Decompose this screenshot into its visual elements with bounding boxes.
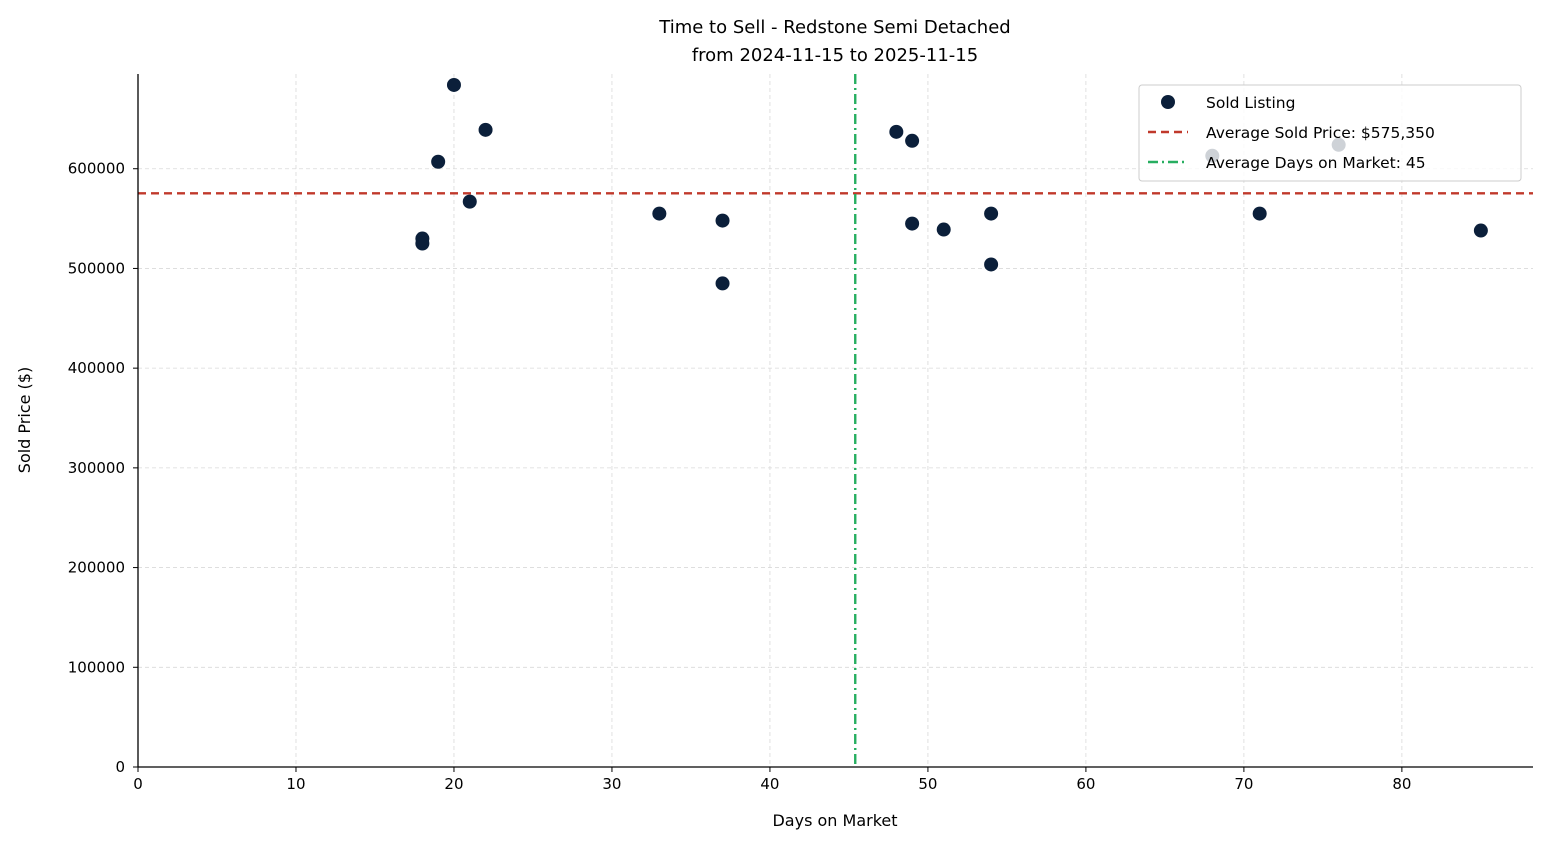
- data-point: [415, 236, 430, 251]
- x-tick-label: 20: [444, 775, 463, 793]
- axes: [137, 74, 1533, 768]
- legend: Sold Listing Average Sold Price: $575,35…: [1138, 84, 1522, 182]
- y-tick-label: 0: [115, 758, 125, 776]
- data-point: [462, 194, 477, 209]
- x-tick-label: 80: [1392, 775, 1411, 793]
- x-tick-label: 0: [133, 775, 143, 793]
- y-tick-label: 200000: [68, 559, 125, 577]
- data-point: [478, 122, 493, 137]
- x-axis-label: Days on Market: [772, 811, 897, 830]
- x-tick-label: 50: [918, 775, 937, 793]
- y-tick-label: 300000: [68, 459, 125, 477]
- data-point: [431, 154, 446, 169]
- data-point: [936, 222, 951, 237]
- y-tick-label: 100000: [68, 658, 125, 676]
- data-point: [984, 257, 999, 272]
- y-tick-label: 400000: [68, 359, 125, 377]
- y-axis-label: Sold Price ($): [15, 367, 34, 473]
- data-point: [984, 206, 999, 221]
- y-tick-label: 500000: [68, 259, 125, 277]
- x-tick-label: 60: [1076, 775, 1095, 793]
- data-point: [889, 124, 904, 139]
- data-point: [905, 216, 920, 231]
- chart-title: Time to Sell - Redstone Semi Detached: [658, 17, 1010, 38]
- tick-labels: 0 10 20 30 40 50 60 70 80 0 100000 200000 300000 4000…: [68, 160, 1412, 793]
- y-tick-label: 600000: [68, 160, 125, 178]
- x-tick-label: 30: [602, 775, 621, 793]
- data-point: [1473, 223, 1488, 238]
- data-point: [715, 213, 730, 228]
- legend-box: [1138, 84, 1522, 182]
- legend-marker-sold-listing: [1161, 95, 1175, 109]
- reference-lines: [138, 74, 1533, 767]
- data-point: [715, 276, 730, 291]
- legend-label-avg-days: Average Days on Market: 45: [1206, 154, 1426, 172]
- chart-subtitle: from 2024-11-15 to 2025-11-15: [692, 45, 978, 66]
- x-tick-label: 70: [1234, 775, 1253, 793]
- x-tick-label: 40: [760, 775, 779, 793]
- x-tick-label: 10: [286, 775, 305, 793]
- data-point: [446, 77, 461, 92]
- legend-label-sold-listing: Sold Listing: [1206, 94, 1295, 112]
- data-point: [1252, 206, 1267, 221]
- data-point: [905, 133, 920, 148]
- data-point: [652, 206, 667, 221]
- legend-label-avg-price: Average Sold Price: $575,350: [1206, 124, 1435, 142]
